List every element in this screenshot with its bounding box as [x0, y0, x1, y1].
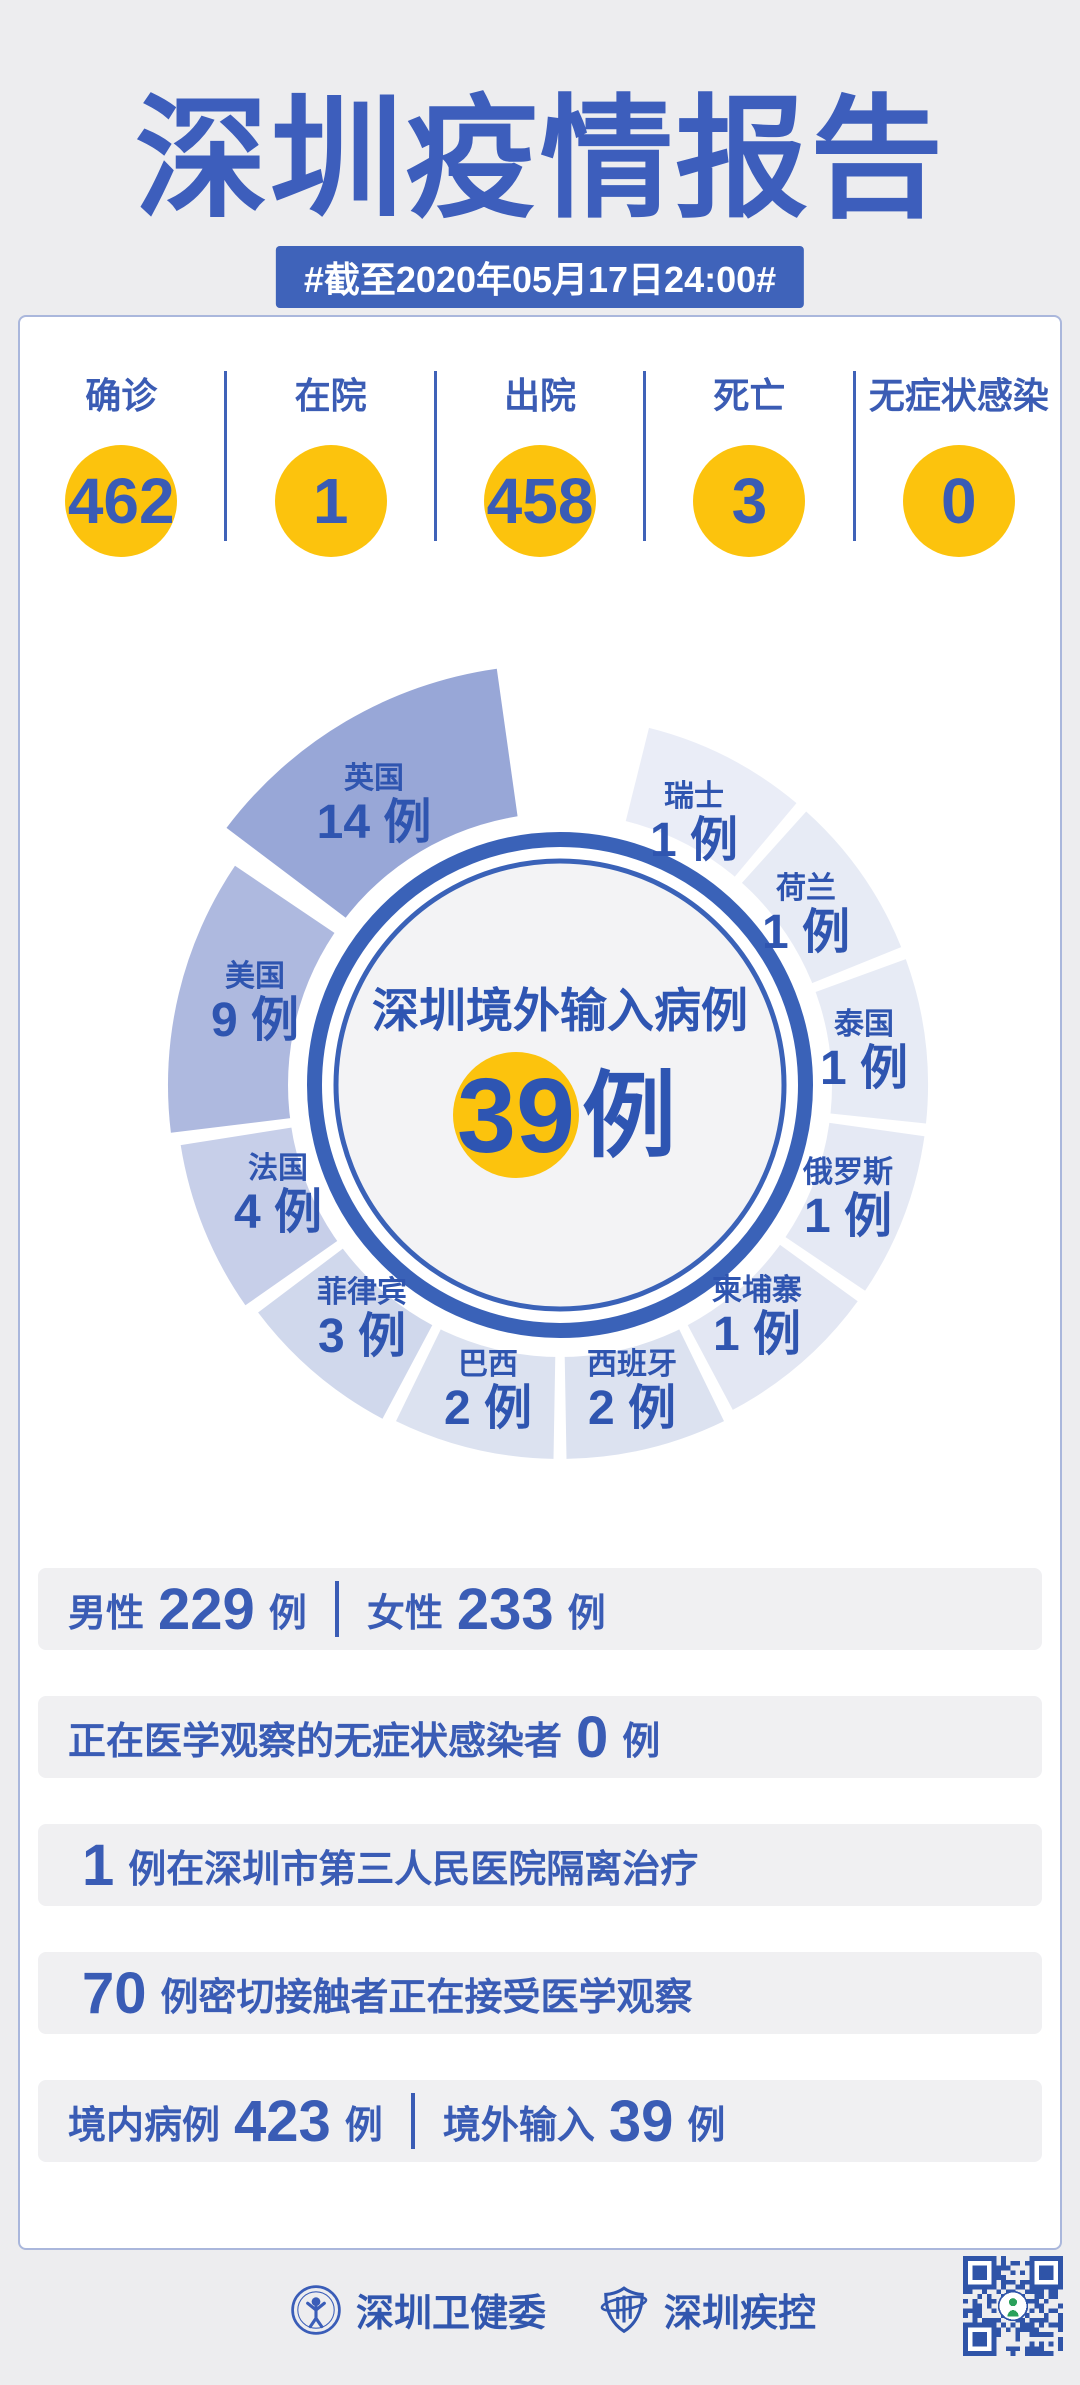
pie-slice-count-label: 1 例 [804, 1190, 892, 1243]
total-highlight-circle [453, 1052, 579, 1178]
pie-slice-country-label: 泰国 [834, 1008, 894, 1041]
stat-value-circle: 458 [484, 445, 597, 557]
stat-value: 3 [731, 465, 768, 537]
row-divider [334, 1581, 339, 1637]
pie-slice-country-label: 英国 [344, 762, 404, 795]
pie-total-unit: 例 [582, 1063, 676, 1168]
info-row-3: 70 例密切接触者正在接受医学观察 [38, 1952, 1042, 2034]
row-number: 0 [576, 1704, 609, 1770]
row-label: 例在深圳市第三人民医院隔离治疗 [128, 1848, 699, 1891]
pie-total-number: 39 [457, 1057, 575, 1175]
row-label: 男性 [68, 1592, 145, 1635]
row-label: 例密切接触者正在接受医学观察 [160, 1976, 693, 2019]
pie-slice-country-label: 巴西 [458, 1348, 518, 1381]
pie-slice-count-label: 14 例 [317, 796, 432, 849]
cdc-shield-logo-icon [600, 2285, 648, 2333]
pie-slice-count-label: 4 例 [234, 1186, 322, 1239]
stat-separator [852, 371, 856, 541]
row-label: 境外输入 [442, 2104, 595, 2147]
pie-slice-country-label: 俄罗斯 [802, 1156, 893, 1189]
pie-slice-count-label: 9 例 [211, 994, 299, 1047]
stat-value: 458 [486, 465, 594, 537]
stat-value-circle: 0 [902, 445, 1015, 557]
pie-slice-country-label: 荷兰 [776, 872, 836, 905]
row-label: 正在医学观察的无症状感染者 [68, 1720, 563, 1763]
health-commission-logo-icon [291, 2284, 341, 2335]
pie-slice-country-label: 柬埔寨 [712, 1273, 802, 1307]
stat-value: 0 [941, 465, 977, 537]
row-label: 例 [344, 2104, 383, 2147]
stat-label: 确诊 [85, 375, 158, 416]
pie-center-title: 深圳境外输入病例 [372, 984, 748, 1037]
pie-slice-count-label: 1 例 [762, 906, 850, 959]
org-health-commission: 深圳卫健委 [290, 2282, 546, 2337]
org-name: 深圳疾控 [664, 2293, 817, 2335]
pie-slice-count-label: 1 例 [713, 1308, 801, 1361]
pie-slice-count-label: 1 例 [650, 814, 738, 867]
page-title: 深圳疫情报告 [135, 86, 945, 234]
stat-2: 出院 458 [437, 365, 643, 557]
info-rows: 男性 229 例女性 233 例正在医学观察的无症状感染者 0 例 1 例在深圳市第三人民医院隔… [38, 1568, 1042, 2208]
stat-value-circle: 1 [274, 445, 387, 557]
row-divider [410, 2093, 415, 2149]
stat-label: 无症状感染 [868, 375, 1049, 416]
date-banner: #截至2020年05月17日24:00# [275, 246, 805, 308]
stat-value-circle: 462 [65, 445, 178, 557]
stat-value: 462 [67, 465, 175, 537]
pie-slice-country-label: 美国 [225, 959, 285, 993]
stat-0: 确诊 462 [18, 365, 224, 557]
row-label: 例 [687, 2104, 726, 2147]
pie-slice-count-label: 2 例 [588, 1382, 676, 1435]
info-row-0: 男性 229 例 女性 233 例 [38, 1568, 1042, 1650]
row-number: 1 [82, 1832, 115, 1898]
row-number: 233 [456, 1576, 554, 1642]
stat-separator [224, 371, 228, 541]
stat-value: 1 [312, 465, 349, 537]
pie-slice-count-label: 3 例 [318, 1310, 406, 1363]
summary-stats-row: 确诊 462 在院 1 出院 458 死亡 3 无症状感染 0 [18, 365, 1062, 557]
stat-separator [643, 371, 647, 541]
pie-slice-country-label: 西班牙 [587, 1348, 677, 1381]
info-row-1: 正在医学观察的无症状感染者 0 例 [38, 1696, 1042, 1778]
pie-slice-country-label: 菲律宾 [317, 1276, 407, 1309]
stat-label: 在院 [294, 375, 367, 416]
pie-slice-country-label: 法国 [248, 1152, 308, 1185]
qr-code [963, 2256, 1063, 2356]
org-cdc: 深圳疾控 [598, 2282, 816, 2337]
row-label: 境内病例 [68, 2104, 221, 2147]
stat-1: 在院 1 [227, 365, 433, 557]
row-label: 女性 [366, 1592, 443, 1635]
pie-slice-country-label: 瑞士 [664, 780, 724, 813]
row-label: 例 [567, 1592, 606, 1635]
row-label: 例 [622, 1720, 661, 1763]
row-number: 229 [158, 1576, 255, 1642]
stat-value-circle: 3 [693, 445, 806, 557]
stat-3: 死亡 3 [646, 365, 852, 557]
row-number: 70 [82, 1960, 147, 2026]
stat-4: 无症状感染 0 [856, 365, 1062, 557]
row-label: 例 [268, 1592, 307, 1635]
pie-slice-count-label: 2 例 [444, 1382, 532, 1435]
stat-label: 出院 [504, 375, 577, 416]
stat-separator [433, 371, 437, 541]
info-row-2: 1 例在深圳市第三人民医院隔离治疗 [38, 1824, 1042, 1906]
stat-label: 死亡 [713, 375, 786, 416]
row-number: 39 [608, 2088, 674, 2154]
pie-slice-count-label: 1 例 [820, 1042, 908, 1095]
row-number: 423 [234, 2088, 331, 2154]
org-name: 深圳卫健委 [356, 2293, 547, 2335]
info-row-4: 境内病例 423 例 境外输入 39 例 [38, 2080, 1042, 2162]
